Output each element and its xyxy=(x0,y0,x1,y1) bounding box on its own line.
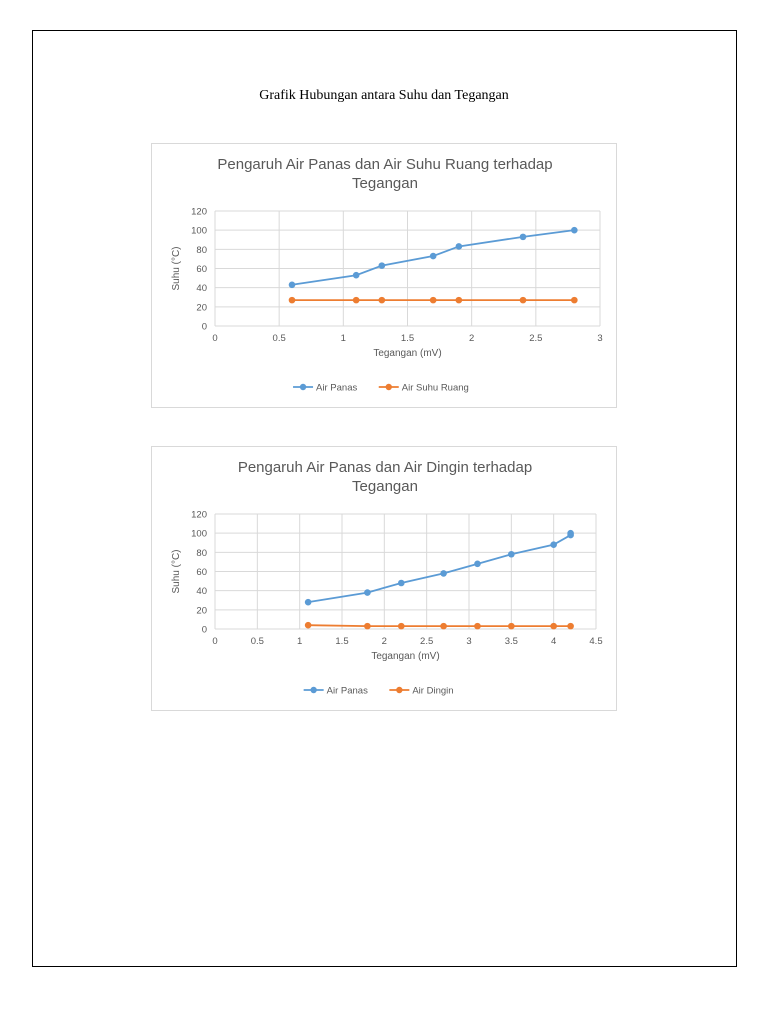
x-tick-label: 0.5 xyxy=(273,333,286,344)
data-point xyxy=(567,529,574,537)
data-point xyxy=(550,622,557,630)
y-tick-label: 80 xyxy=(196,245,207,256)
series-line-0 xyxy=(307,533,572,604)
y-axis-label: Suhu (°C) xyxy=(171,549,182,593)
data-point xyxy=(352,296,360,304)
data-point xyxy=(378,296,386,304)
y-tick-label: 40 xyxy=(196,283,207,294)
data-point xyxy=(567,622,574,630)
data-point xyxy=(440,570,447,577)
data-point xyxy=(571,226,578,234)
legend-label: Air Suhu Ruang xyxy=(402,383,469,394)
data-point xyxy=(429,252,437,260)
page-border xyxy=(32,30,737,967)
y-tick-label: 0 xyxy=(202,322,207,333)
y-tick-label: 100 xyxy=(191,226,207,237)
x-axis-label: Tegangan (mV) xyxy=(371,651,439,662)
data-point xyxy=(508,550,515,558)
x-tick-label: 2.5 xyxy=(420,636,433,647)
y-tick-label: 60 xyxy=(196,567,207,578)
chart-title-line: Pengaruh Air Panas dan Air Suhu Ruang te… xyxy=(217,156,552,173)
chart-suhu-ruang: Pengaruh Air Panas dan Air Suhu Ruang te… xyxy=(151,143,617,408)
x-tick-label: 1 xyxy=(341,333,346,344)
x-tick-label: 0 xyxy=(212,636,217,647)
y-tick-label: 120 xyxy=(191,207,207,218)
data-point xyxy=(304,598,312,606)
data-point xyxy=(550,541,557,548)
x-tick-label: 2 xyxy=(469,333,474,344)
legend-marker xyxy=(310,686,317,694)
chart-title-line: Tegangan xyxy=(352,478,418,495)
x-tick-label: 4.5 xyxy=(589,636,602,647)
legend-label: Air Dingin xyxy=(412,686,453,697)
data-point xyxy=(455,243,463,250)
data-point xyxy=(397,579,405,587)
data-point xyxy=(364,622,371,630)
legend-marker xyxy=(396,686,403,694)
x-tick-label: 1.5 xyxy=(401,333,414,344)
data-point xyxy=(429,296,437,304)
x-tick-label: 0.5 xyxy=(251,636,264,647)
y-tick-label: 60 xyxy=(196,264,207,275)
data-point xyxy=(397,622,405,630)
chart-title-line: Pengaruh Air Panas dan Air Dingin terhad… xyxy=(238,459,532,476)
data-point xyxy=(352,271,360,279)
y-tick-label: 40 xyxy=(196,586,207,597)
data-point xyxy=(571,296,578,304)
legend-label: Air Panas xyxy=(327,686,368,697)
data-point xyxy=(288,281,296,289)
chart-svg: Pengaruh Air Panas dan Air Dingin terhad… xyxy=(171,459,603,697)
series-line-1 xyxy=(308,624,571,628)
data-point xyxy=(508,622,515,630)
data-point xyxy=(519,233,527,241)
x-tick-label: 3 xyxy=(466,636,471,647)
legend-label: Air Panas xyxy=(316,383,357,394)
x-tick-label: 2.5 xyxy=(529,333,542,344)
chart-air-dingin: Pengaruh Air Panas dan Air Dingin terhad… xyxy=(151,446,617,711)
data-point xyxy=(304,621,312,629)
data-point xyxy=(378,262,386,269)
x-tick-label: 0 xyxy=(212,333,217,344)
x-tick-label: 3.5 xyxy=(505,636,518,647)
data-point xyxy=(474,560,481,568)
y-tick-label: 20 xyxy=(196,302,207,313)
x-tick-label: 3 xyxy=(597,333,602,344)
x-tick-label: 1.5 xyxy=(335,636,348,647)
data-point xyxy=(474,622,481,630)
data-point xyxy=(364,589,371,596)
data-point xyxy=(519,296,527,304)
data-point xyxy=(455,296,463,304)
y-tick-label: 80 xyxy=(196,548,207,559)
document-heading: Grafik Hubungan antara Suhu dan Tegangan xyxy=(259,88,509,103)
data-point xyxy=(440,622,447,630)
x-axis-label: Tegangan (mV) xyxy=(373,348,441,359)
data-point xyxy=(288,296,296,304)
x-tick-label: 2 xyxy=(382,636,387,647)
chart-title-line: Tegangan xyxy=(352,175,418,192)
y-tick-label: 20 xyxy=(196,605,207,616)
x-tick-label: 1 xyxy=(297,636,302,647)
legend-marker xyxy=(385,383,392,391)
y-axis-label: Suhu (°C) xyxy=(171,246,182,290)
chart-svg: Pengaruh Air Panas dan Air Suhu Ruang te… xyxy=(171,156,603,394)
y-tick-label: 120 xyxy=(191,510,207,521)
x-tick-label: 4 xyxy=(551,636,556,647)
y-tick-label: 100 xyxy=(191,529,207,540)
legend-marker xyxy=(299,383,307,391)
y-tick-label: 0 xyxy=(202,625,207,636)
